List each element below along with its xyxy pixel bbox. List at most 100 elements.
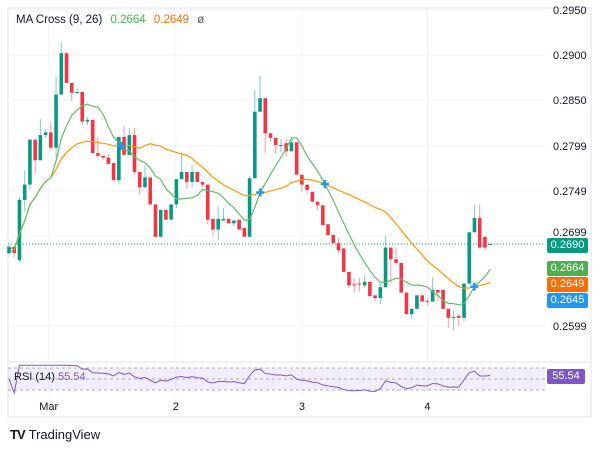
candle-body [273, 137, 278, 145]
candle-body [195, 172, 200, 182]
candle [352, 278, 356, 293]
candle-body [352, 284, 356, 286]
x-tick-label: Mar [39, 401, 58, 413]
candle [279, 138, 283, 153]
candle [430, 277, 435, 302]
rsi-legend[interactable]: RSI (14) 55.54 [14, 371, 86, 383]
candle [341, 247, 346, 272]
candle-body [232, 220, 236, 224]
candle-body [253, 111, 257, 179]
x-tick-label: 3 [299, 401, 305, 413]
candle [28, 139, 32, 190]
candle-body [216, 218, 220, 230]
y-tick-label: 0.2799 [553, 141, 587, 153]
candle-body [169, 204, 173, 220]
cross-price-label: 0.2645 [547, 293, 588, 308]
candle [388, 247, 393, 283]
y-tick-label: 0.2599 [553, 321, 587, 333]
candle-body [404, 292, 409, 315]
rsi-value: 55.54 [58, 371, 86, 383]
candle [106, 154, 111, 164]
candle [409, 308, 414, 319]
cross-mark [470, 282, 479, 291]
candle-body [117, 136, 121, 181]
candle [153, 204, 158, 238]
candle-body [294, 142, 299, 175]
candle-body [263, 98, 268, 134]
candle [101, 155, 105, 161]
slow-ma-price-label: 0.2649 [547, 277, 588, 292]
visibility-icon[interactable]: ø [197, 14, 205, 26]
candle [75, 88, 79, 95]
candle [54, 76, 58, 158]
candle [336, 238, 341, 253]
candle [383, 235, 388, 288]
candle [294, 142, 299, 175]
slow-ma-value: 0.2649 [153, 14, 190, 26]
ma-cross-marker-icon [320, 180, 329, 189]
candle-body [106, 157, 111, 164]
candle [164, 209, 168, 220]
candle-body [441, 289, 445, 309]
candle-body [237, 219, 241, 230]
candle-body [456, 316, 461, 318]
candle [190, 165, 194, 188]
rsi-name: RSI (14) [14, 371, 55, 383]
ma-cross-legend[interactable]: MA Cross (9, 26) 0.2664 0.2649 ø [16, 14, 209, 26]
candle-body [446, 308, 451, 318]
candle [85, 117, 90, 126]
candle [69, 82, 74, 101]
candle [137, 172, 142, 195]
candle-body [137, 172, 142, 188]
cross-mark [256, 188, 265, 197]
candle [399, 262, 404, 293]
ma-cross-marker-icon [117, 141, 126, 150]
candle [258, 75, 262, 112]
candle [169, 204, 173, 220]
tradingview-logo[interactable]: TV TradingView [10, 427, 100, 442]
candle-body [185, 172, 189, 182]
candle-body [226, 218, 231, 224]
candle [263, 98, 268, 154]
candle [446, 308, 451, 328]
tradingview-logo-icon: TV [10, 427, 26, 442]
candle [64, 53, 69, 83]
candle-body [373, 295, 377, 298]
candle [132, 127, 137, 175]
last-price-label: 0.2690 [547, 238, 588, 253]
candle [357, 278, 362, 292]
candle [122, 126, 126, 155]
candle [451, 310, 456, 331]
candle-body [326, 224, 330, 235]
candle-body [158, 209, 163, 237]
y-tick-label: 0.2950 [553, 5, 587, 17]
candle-body [315, 201, 320, 206]
candle-body [394, 259, 398, 263]
fast-ma-line [8, 103, 491, 306]
candle [200, 181, 205, 188]
candle [179, 152, 184, 180]
candle-body [368, 281, 372, 297]
candle [425, 298, 430, 306]
candle [158, 209, 163, 237]
candle [368, 281, 372, 297]
candle [373, 295, 377, 301]
candle-body [43, 132, 48, 136]
y-tick-label: 0.2900 [553, 50, 587, 62]
candle-body [258, 98, 262, 112]
candle-body [357, 283, 362, 285]
candle [472, 204, 477, 233]
candle-body [200, 181, 205, 185]
candle-body [378, 287, 383, 298]
candle [247, 175, 252, 237]
candle-body [69, 82, 74, 93]
candle-body [28, 139, 32, 185]
candle [394, 247, 398, 263]
candle-body [430, 289, 435, 302]
ma-cross-marker-icon [256, 188, 265, 197]
candle [216, 206, 220, 241]
candle-body [436, 289, 440, 293]
candle-body [279, 145, 283, 146]
candle-body [467, 232, 472, 284]
